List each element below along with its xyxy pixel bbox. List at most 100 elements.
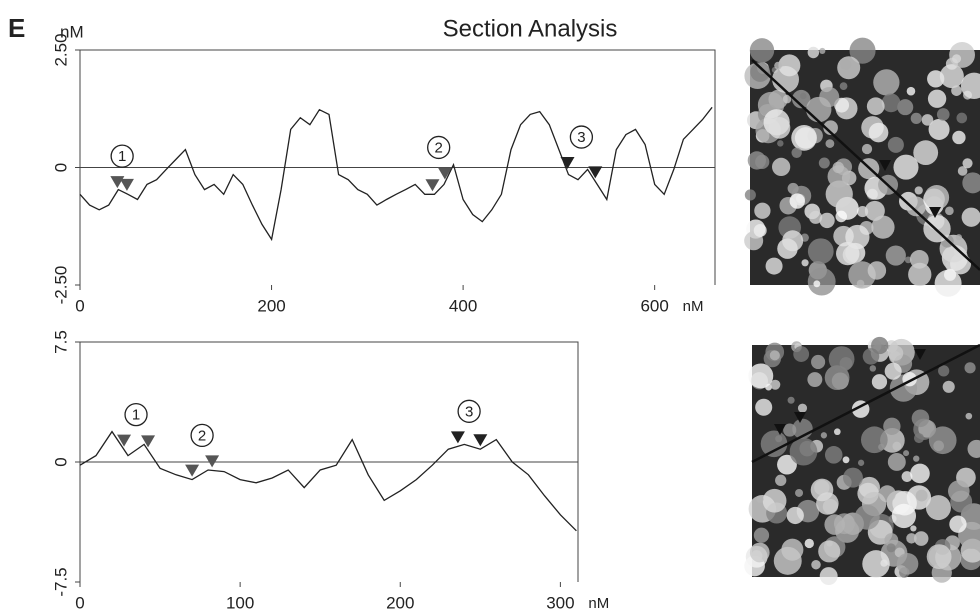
image-feature [926,544,952,569]
image-feature [854,504,880,530]
image-feature [789,193,805,209]
image-feature [772,157,791,177]
image-feature [856,205,869,218]
image-feature [807,267,836,296]
image-feature [749,542,770,563]
image-feature [869,365,877,372]
image-feature [867,261,887,280]
section-marker [929,207,941,218]
image-feature [775,474,787,486]
image-feature [825,180,853,208]
image-feature [897,99,914,116]
image-feature [883,417,901,435]
section-marker [914,349,926,360]
image-feature [827,165,851,188]
image-feature [787,396,795,404]
image-feature [924,184,950,210]
image-feature [928,426,957,455]
figure-title: Section Analysis [443,15,618,42]
section-marker [117,434,132,447]
image-feature [866,97,885,116]
image-feature [910,112,922,124]
image-feature [833,428,841,436]
marker-label: 2 [198,427,206,444]
x-tick-label: 0 [75,593,84,612]
image-feature [909,250,929,269]
image-feature [943,268,957,281]
image-feature [964,362,976,374]
image-feature [864,200,885,221]
image-feature [744,189,756,201]
image-feature [860,426,888,454]
image-feature [791,125,817,151]
marker-label: 1 [132,407,140,424]
y-tick-label: -2.50 [51,266,70,305]
image-feature [881,93,901,113]
y-tick-label: 2.50 [51,33,70,66]
y-axis-label: nM [60,22,84,41]
image-feature [928,118,950,140]
image-feature [755,154,770,170]
image-feature [913,455,920,462]
y-tick-label: 7.5 [51,330,70,354]
section-marker [473,434,488,447]
x-tick-label: 0 [75,296,84,315]
image-feature [945,206,954,216]
image-feature [819,47,826,55]
section-marker [119,178,134,191]
image-feature [906,196,926,217]
image-feature [818,157,830,169]
image-feature [774,61,782,70]
profile-line [79,430,577,532]
section-marker [185,464,200,477]
marker-label: 2 [435,139,443,156]
x-axis-label: nM [588,595,609,612]
image-feature [777,454,797,475]
image-feature [873,69,900,96]
image-feature [896,553,919,575]
image-feature [862,348,880,365]
image-feature [801,259,809,267]
image-feature [793,346,810,362]
image-feature [910,463,930,484]
image-feature [842,467,863,488]
image-feature [888,345,904,361]
image-feature [748,363,774,389]
image-feature [800,92,807,100]
image-feature [768,116,791,139]
image-feature [957,166,968,176]
image-feature [807,46,820,59]
image-feature [770,379,781,390]
image-feature [781,538,804,561]
image-feature [960,72,980,99]
image-feature [849,37,876,64]
image-feature [906,86,916,96]
y-tick-label: -7.5 [51,567,70,596]
image-feature [804,538,814,549]
image-feature [885,245,906,266]
image-feature [786,506,804,525]
image-feature [782,230,804,252]
image-feature [949,42,975,68]
marker-circle [190,423,214,448]
image-feature [901,471,913,482]
x-tick-label: 100 [226,593,254,612]
image-feature [845,224,870,250]
image-feature [911,409,930,428]
image-feature [819,567,838,585]
marker-label: 3 [465,403,473,420]
image-feature [789,437,818,466]
image-feature [886,543,896,553]
image-feature [952,54,962,64]
image-feature [913,531,929,546]
image-feature [811,354,826,370]
image-feature [967,439,980,458]
image-feature [818,540,841,563]
image-feature [777,140,784,147]
image-feature [778,54,801,77]
image-feature [820,432,828,439]
marker-circle [124,402,148,427]
section-marker [560,157,575,170]
image-feature [791,147,802,158]
x-tick-label: 200 [386,593,414,612]
